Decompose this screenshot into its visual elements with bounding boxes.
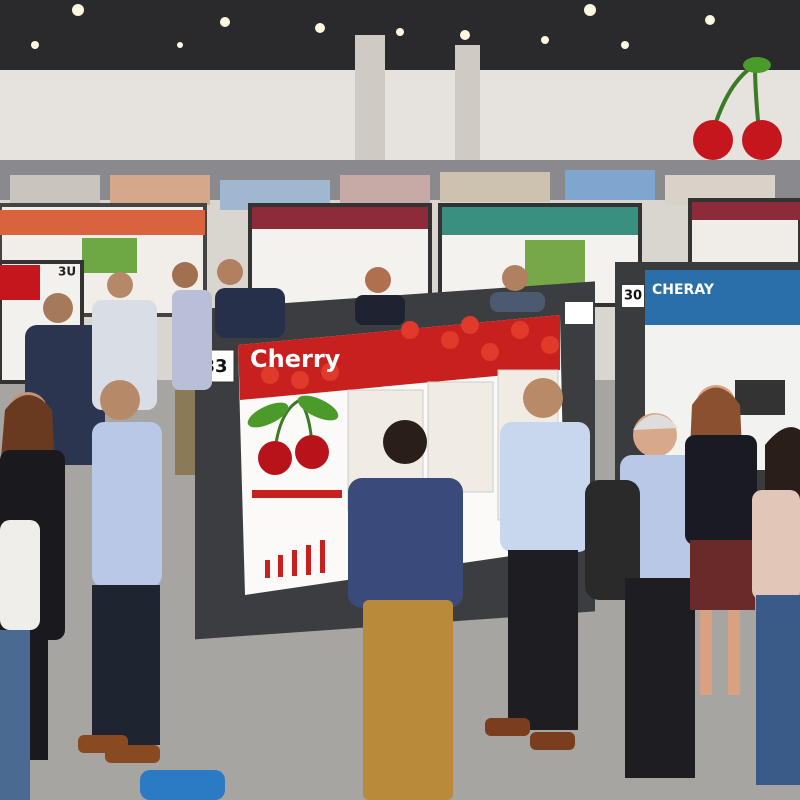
person: [485, 378, 590, 750]
person: [78, 380, 162, 763]
ceiling-lights: [31, 4, 715, 49]
person: [0, 520, 40, 800]
person: [585, 413, 705, 778]
person: [92, 272, 157, 410]
pillar: [355, 35, 385, 165]
cherry-sign: [693, 57, 782, 160]
people: [0, 259, 800, 800]
pillar: [455, 45, 480, 165]
person: [685, 385, 757, 695]
poster-number: 30: [624, 289, 642, 304]
poster-title: Cherry: [250, 345, 341, 373]
poster-number: 3U: [58, 265, 76, 279]
person: [490, 265, 545, 312]
distant-posters: [0, 160, 800, 210]
person: [752, 427, 800, 785]
back-wall: [0, 70, 800, 165]
person: [215, 259, 285, 338]
poster-title: CHERAY: [652, 282, 715, 298]
person: [355, 267, 405, 325]
mid-posters: [0, 198, 800, 384]
person: [172, 262, 212, 475]
bag: [140, 770, 225, 800]
person: [348, 420, 463, 800]
